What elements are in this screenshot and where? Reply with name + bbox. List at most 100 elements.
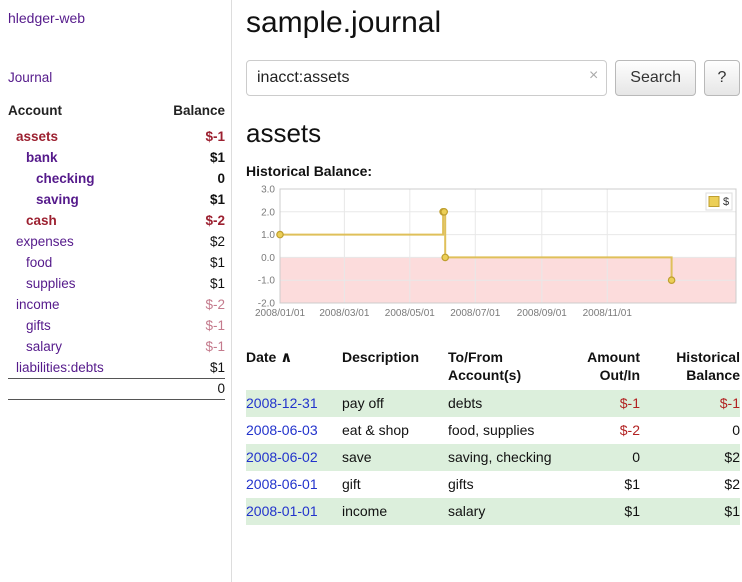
- y-tick-label: 2.0: [261, 207, 275, 218]
- data-point-marker: [276, 230, 284, 239]
- account-balance: $-1: [205, 318, 225, 333]
- account-link-liabilities-debts[interactable]: liabilities:debts: [16, 360, 104, 375]
- account-row: gifts $-1: [8, 315, 225, 336]
- data-point-marker: [440, 207, 449, 216]
- tx-description: income: [342, 502, 388, 519]
- main-content: sample.journal × Search ? assets Histori…: [232, 0, 742, 582]
- x-tick-label: 2008/11/01: [583, 308, 633, 319]
- tx-date-link[interactable]: 2008-06-02: [246, 449, 318, 466]
- accounts-table: Account Balance assets $-1 bank $1 checking 0…: [8, 101, 225, 400]
- help-button[interactable]: ?: [704, 60, 740, 96]
- account-balance: $-1: [205, 339, 225, 354]
- accounts-total-balance: 0: [148, 378, 225, 400]
- tx-date-link[interactable]: 2008-12-31: [246, 395, 318, 412]
- accounts-header-row: Account Balance: [8, 101, 225, 126]
- search-bar: × Search ?: [246, 60, 740, 96]
- account-row: expenses $2: [8, 231, 225, 252]
- account-balance: $1: [209, 150, 225, 165]
- y-tick-label: 3.0: [261, 185, 275, 196]
- tx-amount: $1: [624, 476, 640, 493]
- y-tick-label: 0.0: [261, 253, 275, 264]
- tx-row: 2008-12-31 pay off debts $-1 $-1: [246, 390, 740, 418]
- account-link-cash[interactable]: cash: [26, 213, 57, 228]
- account-row: supplies $1: [8, 273, 225, 294]
- account-link-income[interactable]: income: [16, 297, 60, 312]
- account-link-supplies[interactable]: supplies: [26, 276, 76, 291]
- account-link-bank[interactable]: bank: [26, 150, 58, 165]
- account-balance: $1: [209, 360, 225, 375]
- search-button[interactable]: Search: [615, 60, 696, 96]
- tx-balance: $2: [724, 476, 740, 493]
- account-row: salary $-1: [8, 336, 225, 357]
- tx-description: gift: [342, 476, 361, 493]
- tx-table-body: 2008-12-31 pay off debts $-1 $-1 2008-06-03 ea…: [246, 390, 740, 525]
- tx-accounts: gifts: [448, 476, 474, 493]
- tx-header-row: Date ∧ Description To/From Account(s) Am…: [246, 345, 740, 390]
- account-link-expenses[interactable]: expenses: [16, 234, 74, 249]
- search-box: ×: [246, 60, 608, 96]
- tx-header-accounts: To/From Account(s): [448, 349, 522, 384]
- x-tick-label: 2008/07/01: [450, 308, 500, 319]
- account-row: income $-2: [8, 294, 225, 315]
- sort-asc-icon: ∧: [280, 349, 293, 366]
- tx-row: 2008-06-03 eat & shop food, supplies $-2 0: [246, 417, 740, 444]
- account-link-checking[interactable]: checking: [36, 171, 95, 186]
- data-point-marker: [441, 253, 450, 262]
- account-link-food[interactable]: food: [26, 255, 53, 270]
- account-balance: $1: [209, 192, 225, 207]
- account-row: cash $-2: [8, 210, 225, 231]
- account-row: checking 0: [8, 168, 225, 189]
- account-row: saving $1: [8, 189, 225, 210]
- transactions-table: Date ∧ Description To/From Account(s) Am…: [246, 345, 740, 525]
- tx-row: 2008-01-01 income salary $1 $1: [246, 497, 740, 525]
- tx-row: 2008-06-01 gift gifts $1 $2: [246, 471, 740, 498]
- x-tick-label: 2008/05/01: [385, 308, 435, 319]
- tx-balance: 0: [732, 422, 740, 439]
- x-tick-label: 2008/09/01: [517, 308, 567, 319]
- y-tick-label: 1.0: [261, 230, 275, 241]
- tx-balance: $2: [724, 449, 740, 466]
- account-heading: assets: [246, 118, 322, 148]
- x-tick-label: 2008/03/01: [319, 308, 369, 319]
- clear-search-icon[interactable]: ×: [588, 67, 599, 84]
- accounts-header-account: Account: [8, 103, 62, 118]
- account-balance: $-1: [205, 129, 225, 144]
- y-tick-label: -1.0: [258, 276, 276, 287]
- chart-title: Historical Balance:: [246, 163, 373, 179]
- tx-amount: $-2: [619, 422, 640, 439]
- account-balance: $1: [209, 255, 225, 270]
- tx-amount: $-1: [619, 395, 640, 412]
- account-row: food $1: [8, 252, 225, 273]
- legend-label: $: [723, 196, 729, 208]
- legend-swatch-icon: [708, 196, 720, 207]
- x-tick-label: 2008/01/01: [255, 308, 305, 319]
- tx-header-date[interactable]: Date ∧: [246, 345, 342, 390]
- tx-balance: $1: [724, 502, 740, 519]
- account-link-gifts[interactable]: gifts: [26, 318, 51, 333]
- account-balance: 0: [217, 171, 225, 186]
- tx-accounts: debts: [448, 395, 483, 412]
- account-link-salary[interactable]: salary: [26, 339, 63, 354]
- y-tick-label: -2.0: [258, 299, 276, 310]
- tx-date-link[interactable]: 2008-01-01: [246, 502, 318, 519]
- app-title-link[interactable]: hledger-web: [8, 10, 86, 26]
- tx-header-description: Description: [342, 349, 420, 365]
- account-balance: $1: [209, 276, 225, 291]
- search-input[interactable]: [246, 60, 608, 96]
- account-link-assets[interactable]: assets: [16, 129, 59, 144]
- data-point-marker: [667, 276, 676, 285]
- tx-description: save: [342, 449, 372, 466]
- accounts-header-balance: Balance: [173, 103, 225, 118]
- account-balance: $-2: [205, 297, 225, 312]
- tx-description: eat & shop: [342, 422, 409, 439]
- tx-header-amount: Amount Out/In: [587, 349, 640, 384]
- tx-date-link[interactable]: 2008-06-01: [246, 476, 318, 493]
- tx-header-date-label: Date: [246, 349, 277, 365]
- tx-description: pay off: [342, 395, 384, 412]
- nav-journal-link[interactable]: Journal: [8, 70, 53, 85]
- tx-date-link[interactable]: 2008-06-03: [246, 422, 318, 439]
- account-link-saving[interactable]: saving: [36, 192, 79, 207]
- accounts-total-spacer: [8, 378, 149, 400]
